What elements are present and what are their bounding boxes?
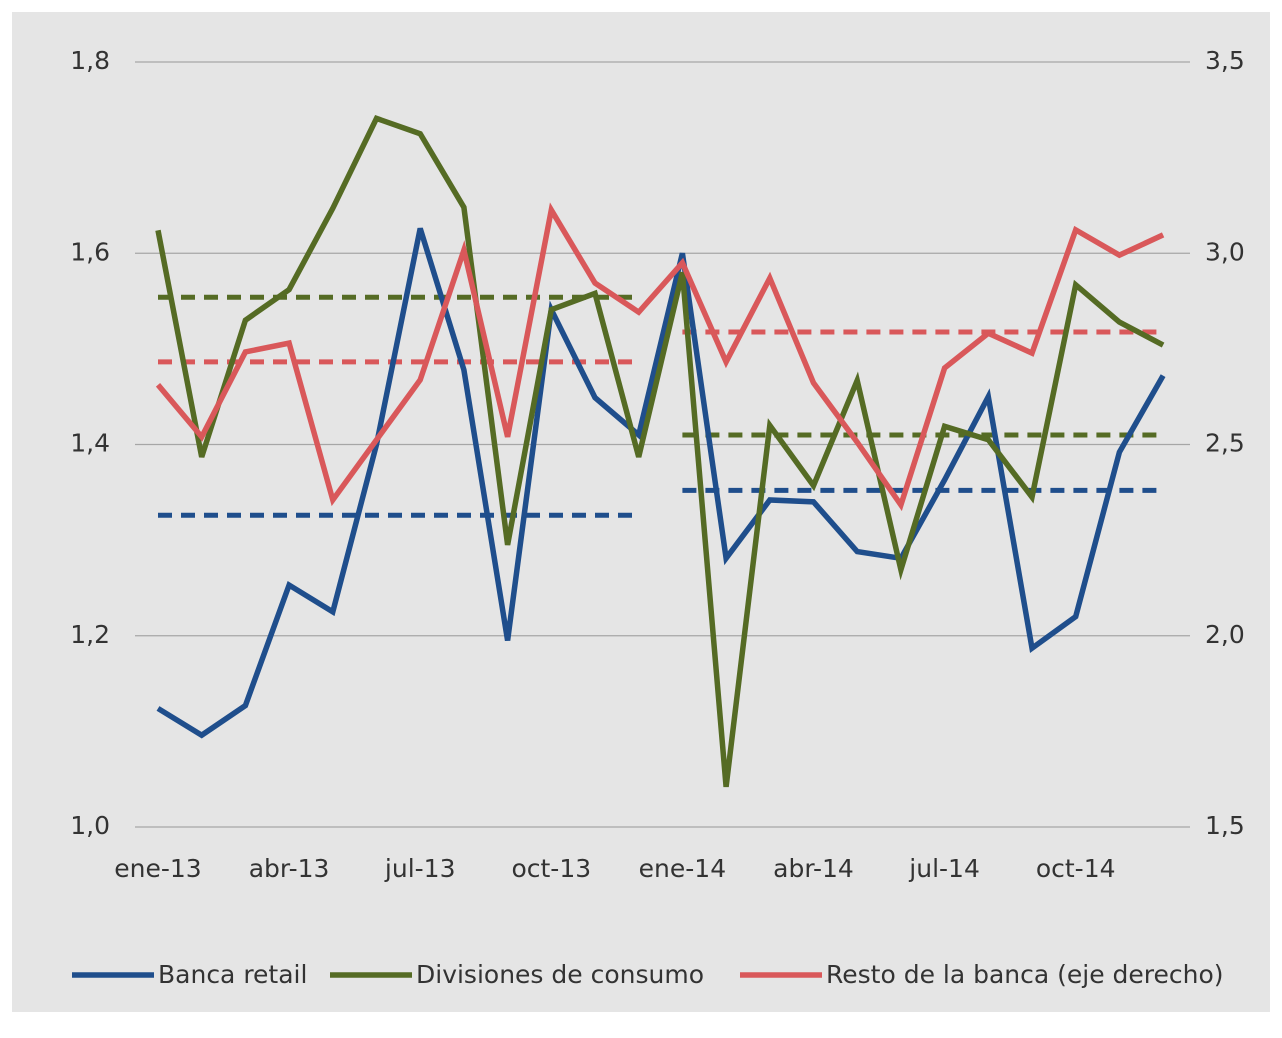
series-line: [155, 202, 1165, 512]
y-tick-label: 1,0: [70, 811, 110, 840]
y2-tick-label: 2,0: [1205, 620, 1245, 649]
y2-tick-label: 3,5: [1205, 46, 1245, 75]
y-tick-label: 1,2: [70, 620, 110, 649]
y-tick-label: 1,4: [70, 429, 110, 458]
x-tick-label: jul-13: [384, 854, 456, 883]
x-tick-label: abr-14: [773, 854, 854, 883]
x-tick-label: abr-13: [249, 854, 330, 883]
y2-tick-label: 1,5: [1205, 811, 1245, 840]
x-tick-label: ene-14: [639, 854, 726, 883]
x-tick-label: jul-14: [908, 854, 980, 883]
series-line: [156, 227, 1166, 739]
y-tick-label: 1,8: [70, 46, 110, 75]
legend-label: Divisiones de consumo: [416, 960, 704, 989]
chart-background: [12, 12, 1270, 1012]
x-tick-label: oct-14: [1036, 854, 1116, 883]
series-line: [155, 115, 1165, 788]
x-tick-label: oct-13: [511, 854, 591, 883]
legend-label: Resto de la banca (eje derecho): [826, 960, 1224, 989]
x-tick-label: ene-13: [114, 854, 201, 883]
y-tick-label: 1,6: [70, 237, 110, 266]
y2-tick-label: 2,5: [1205, 429, 1245, 458]
legend-label: Banca retail: [158, 960, 307, 989]
y2-tick-label: 3,0: [1205, 237, 1245, 266]
